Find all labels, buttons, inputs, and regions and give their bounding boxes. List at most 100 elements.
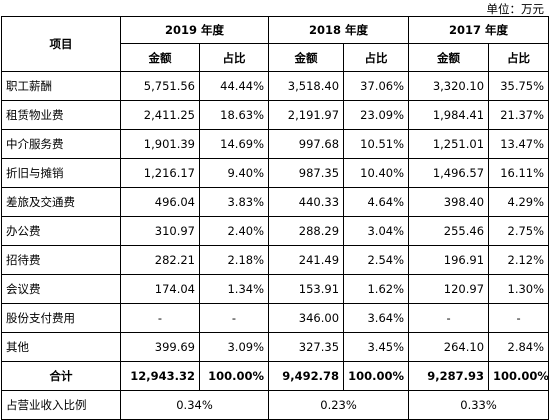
cell-ratio-2017: 2.12%	[488, 245, 549, 275]
cell-ratio-2018: 1.62%	[343, 274, 410, 304]
cell-ratio-2019: 3.83%	[198, 187, 270, 217]
row-label: 职工薪酬	[1, 71, 121, 101]
row-label: 其他	[1, 332, 121, 362]
cell-ratio-2018: 37.06%	[343, 71, 410, 101]
total-ratio-2018: 100.00%	[343, 361, 410, 391]
expense-table: 项目 2019 年度 2018 年度 2017 年度 金额 占比 金额 占比 金…	[1, 16, 549, 420]
total-label: 合计	[1, 361, 121, 391]
row-label: 办公费	[1, 216, 121, 246]
cell-amount-2019: -	[120, 303, 200, 333]
header-item: 项目	[1, 16, 121, 72]
cell-ratio-2019: -	[198, 303, 270, 333]
cell-ratio-2017: 2.84%	[488, 332, 549, 362]
total-ratio-2019: 100.00%	[198, 361, 270, 391]
header-year-2019: 2019 年度	[119, 16, 270, 44]
cell-amount-2019: 2,411.25	[120, 100, 200, 130]
cell-amount-2017: 1,251.01	[408, 129, 490, 159]
cell-ratio-2019: 3.09%	[198, 332, 270, 362]
table-row: 股份支付费用 - -346.00 3.64% - -	[1, 303, 549, 333]
cell-ratio-2019: 9.40%	[198, 158, 270, 188]
cell-amount-2019: 399.69	[120, 332, 200, 362]
total-amount-2018: 9,492.78	[268, 361, 345, 391]
cell-amount-2017: 398.40	[408, 187, 490, 217]
cell-amount-2019: 496.04	[120, 187, 200, 217]
total-amount-2019: 12,943.32	[120, 361, 200, 391]
cell-ratio-2019: 2.40%	[198, 216, 270, 246]
header-ratio: 占比	[198, 43, 270, 72]
header-ratio: 占比	[343, 43, 410, 72]
cell-amount-2018: 346.00	[268, 303, 345, 333]
cell-amount-2019: 5,751.56	[120, 71, 200, 101]
cell-ratio-2017: 21.37%	[488, 100, 549, 130]
cell-amount-2018: 288.29	[268, 216, 345, 246]
revenue-ratio-2017: 0.33%	[408, 390, 549, 420]
table-row: 办公费 310.97 2.40% 288.29 3.04% 255.46 2.75%	[1, 216, 549, 246]
cell-amount-2018: 241.49	[268, 245, 345, 275]
table-row: 中介服务费 1,901.39 14.69% 997.68 10.51% 1,251.01 1…	[1, 129, 549, 159]
table-row: 差旅及交通费 496.04 3.83% 440.33 4.64% 398.40 4.29%	[1, 187, 549, 217]
cell-ratio-2017: 13.47%	[488, 129, 549, 159]
cell-amount-2018: 987.35	[268, 158, 345, 188]
cell-ratio-2018: 3.64%	[343, 303, 410, 333]
cell-ratio-2018: 2.54%	[343, 245, 410, 275]
table-row: 职工薪酬 5,751.56 44.44% 3,518.40 37.06% 3,320.10…	[1, 71, 549, 101]
row-label: 会议费	[1, 274, 121, 304]
table-row: 其他 399.69 3.09% 327.35 3.45% 264.10 2.84%	[1, 332, 549, 362]
table-body: 职工薪酬 5,751.56 44.44% 3,518.40 37.06% 3,320.10…	[1, 71, 549, 420]
cell-ratio-2017: 35.75%	[488, 71, 549, 101]
total-ratio-2017: 100.00%	[488, 361, 549, 391]
row-label: 折旧与摊销	[1, 158, 121, 188]
total-amount-2017: 9,287.93	[408, 361, 490, 391]
cell-ratio-2019: 44.44%	[198, 71, 270, 101]
header-ratio: 占比	[488, 43, 549, 72]
cell-amount-2019: 310.97	[120, 216, 200, 246]
cell-amount-2017: 3,320.10	[408, 71, 490, 101]
cell-amount-2018: 2,191.97	[268, 100, 345, 130]
cell-amount-2018: 440.33	[268, 187, 345, 217]
cell-amount-2017: 255.46	[408, 216, 490, 246]
revenue-ratio-label: 占营业收入比例	[1, 390, 121, 420]
cell-amount-2017: 120.97	[408, 274, 490, 304]
cell-ratio-2018: 3.45%	[343, 332, 410, 362]
revenue-ratio-row: 占营业收入比例 0.34% 0.23% 0.33%	[1, 390, 549, 420]
cell-ratio-2019: 1.34%	[198, 274, 270, 304]
cell-amount-2018: 997.68	[268, 129, 345, 159]
cell-amount-2019: 282.21	[120, 245, 200, 275]
header-amount: 金额	[408, 43, 490, 72]
table-row: 折旧与摊销 1,216.17 9.40% 987.35 10.40% 1,496.57 16…	[1, 158, 549, 188]
cell-amount-2019: 1,901.39	[120, 129, 200, 159]
header-amount: 金额	[120, 43, 200, 72]
cell-amount-2018: 327.35	[268, 332, 345, 362]
cell-ratio-2017: -	[488, 303, 549, 333]
cell-ratio-2017: 1.30%	[488, 274, 549, 304]
cell-amount-2017: 264.10	[408, 332, 490, 362]
cell-amount-2019: 174.04	[120, 274, 200, 304]
cell-ratio-2018: 4.64%	[343, 187, 410, 217]
table-row: 会议费 174.04 1.34% 153.91 1.62% 120.97 1.30%	[1, 274, 549, 304]
row-label: 招待费	[1, 245, 121, 275]
cell-ratio-2017: 16.11%	[488, 158, 549, 188]
revenue-ratio-2019: 0.34%	[119, 390, 270, 420]
unit-label: 单位：万元	[486, 2, 545, 16]
cell-amount-2019: 1,216.17	[120, 158, 200, 188]
table-row: 招待费 282.21 2.18% 241.49 2.54% 196.91 2.12%	[1, 245, 549, 275]
cell-amount-2018: 3,518.40	[268, 71, 345, 101]
cell-ratio-2019: 14.69%	[198, 129, 270, 159]
header-year-2018: 2018 年度	[268, 16, 410, 44]
cell-amount-2018: 153.91	[268, 274, 345, 304]
cell-amount-2017: 1,984.41	[408, 100, 490, 130]
revenue-ratio-2018: 0.23%	[268, 390, 410, 420]
cell-ratio-2018: 10.51%	[343, 129, 410, 159]
cell-ratio-2018: 3.04%	[343, 216, 410, 246]
cell-ratio-2019: 18.63%	[198, 100, 270, 130]
cell-ratio-2017: 2.75%	[488, 216, 549, 246]
cell-ratio-2018: 23.09%	[343, 100, 410, 130]
header-amount: 金额	[268, 43, 345, 72]
row-label: 中介服务费	[1, 129, 121, 159]
cell-ratio-2017: 4.29%	[488, 187, 549, 217]
table-row: 租赁物业费 2,411.25 18.63% 2,191.97 23.09% 1,984.4…	[1, 100, 549, 130]
cell-ratio-2019: 2.18%	[198, 245, 270, 275]
cell-amount-2017: -	[408, 303, 490, 333]
cell-ratio-2018: 10.40%	[343, 158, 410, 188]
row-label: 租赁物业费	[1, 100, 121, 130]
